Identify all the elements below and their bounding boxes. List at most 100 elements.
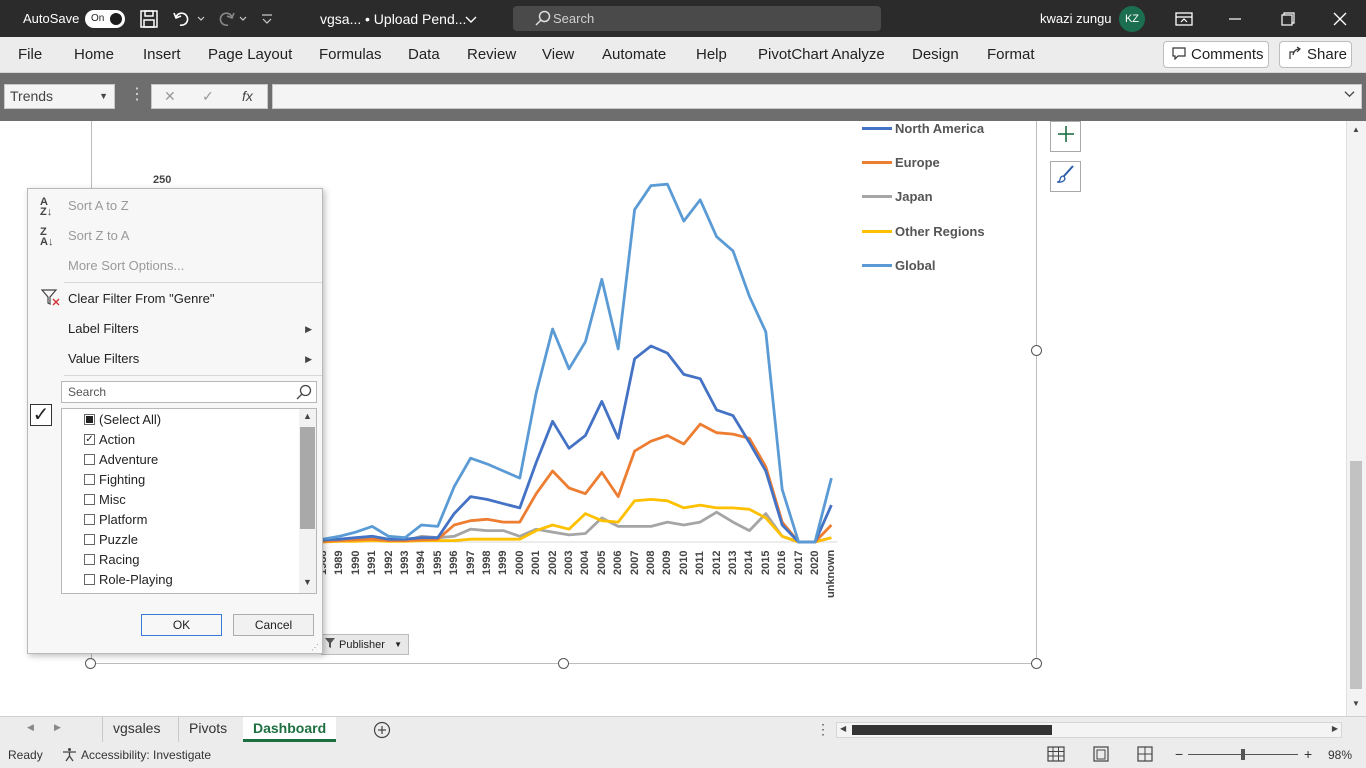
redo-icon[interactable] [216,0,250,37]
ribbon-display-icon[interactable] [1175,0,1193,37]
sort-z-to-a[interactable]: Sort Z to A [68,228,130,243]
chart-styles-button[interactable] [1050,161,1081,192]
more-options-icon[interactable]: ⋮ [816,721,830,737]
chevron-down-icon[interactable] [465,0,477,37]
more-sort-options[interactable]: More Sort Options... [68,258,185,273]
label-filters[interactable]: Label Filters [68,319,313,339]
chart-elements-button[interactable] [1050,121,1081,152]
list-item[interactable]: Fighting [84,469,145,489]
checkbox[interactable] [84,473,95,485]
sort-a-to-z[interactable]: Sort A to Z [68,198,129,213]
upload-status[interactable]: • Upload Pend... [365,10,467,27]
tab-review[interactable]: Review [467,46,517,63]
minimize-icon[interactable] [1228,0,1242,37]
slicer-checkbox-icon[interactable]: ✓ [30,404,52,426]
more-options-icon[interactable]: ⋮ [129,86,145,103]
check-icon[interactable]: ✓ [202,88,214,104]
checkbox[interactable] [84,453,95,465]
ok-button[interactable]: OK [141,614,222,636]
scroll-thumb[interactable] [852,725,1052,735]
list-scrollbar[interactable]: ▲ ▼ [299,409,316,593]
genre-list[interactable]: (Select All) ✓ Action Adventure Fighting… [61,408,317,594]
save-icon[interactable] [139,0,159,37]
publisher-field-button[interactable]: Publisher ▼ [321,634,409,655]
cancel-button[interactable]: Cancel [233,614,314,636]
comments-button[interactable]: Comments [1163,41,1269,68]
share-button[interactable]: Share [1279,41,1352,68]
zoom-out-icon[interactable]: − [1175,746,1184,762]
normal-view-icon[interactable] [1047,746,1065,765]
tab-formulas[interactable]: Formulas [319,46,382,63]
checkbox[interactable] [84,573,95,585]
sheet-tab-pivots[interactable]: Pivots [178,717,237,742]
restore-icon[interactable] [1281,0,1295,37]
search-box[interactable]: Search [513,6,881,31]
list-item[interactable]: (Select All) [84,409,161,429]
avatar[interactable]: KZ [1119,5,1145,32]
resize-handle-bottom-left[interactable] [85,658,96,669]
tab-automate[interactable]: Automate [602,46,667,63]
name-box[interactable]: Trends ▼ [4,84,115,109]
sheet-tab-vgsales[interactable]: vgsales [102,717,170,742]
chevron-up-icon[interactable]: ▲ [303,411,312,421]
accessibility-status[interactable]: Accessibility: Investigate [81,748,212,762]
list-item[interactable]: Adventure [84,449,158,469]
zoom-in-icon[interactable]: + [1304,746,1313,762]
resize-handle-bottom[interactable] [558,658,569,669]
document-name[interactable]: vgsa... [320,10,362,27]
scroll-right-icon[interactable]: ▶ [1331,724,1338,733]
tab-page-layout[interactable]: Page Layout [208,46,293,63]
tab-pivotchart-analyze[interactable]: PivotChart Analyze [758,46,885,63]
checkbox[interactable] [84,513,95,525]
checkbox[interactable] [84,533,95,545]
page-layout-icon[interactable] [1093,746,1109,765]
scroll-up-icon[interactable]: ▲ [1352,125,1360,134]
list-scroll-thumb[interactable] [300,427,315,529]
scroll-thumb[interactable] [1350,461,1362,689]
user-name[interactable]: kwazi zungu [1040,11,1112,26]
accessibility-icon[interactable] [62,747,77,765]
checkbox[interactable] [84,493,95,505]
horizontal-scrollbar[interactable]: ◀ ▶ [836,722,1342,738]
customize-toolbar-icon[interactable] [260,0,274,37]
resize-handle-bottom-right[interactable] [1031,658,1042,669]
insert-function-icon[interactable]: fx [242,88,253,104]
page-break-icon[interactable] [1137,746,1153,765]
close-icon[interactable] [1333,0,1347,37]
chevron-down-icon[interactable]: ▼ [303,577,312,587]
clear-filter[interactable]: Clear Filter From "Genre" [68,291,215,306]
chevron-down-icon[interactable]: ▼ [99,91,108,101]
tab-format[interactable]: Format [987,46,1035,63]
scroll-down-icon[interactable]: ▼ [1352,699,1360,708]
resize-handle-right[interactable] [1031,345,1042,356]
formula-input[interactable] [272,84,1362,109]
list-item[interactable]: Misc [84,489,126,509]
sheet-tab-dashboard[interactable]: Dashboard [243,717,337,742]
list-item[interactable]: Racing [84,549,139,569]
tab-data[interactable]: Data [408,46,440,63]
resize-grip-icon[interactable]: ⋰ [311,643,319,652]
tab-scroll-right-icon[interactable]: ▶ [54,722,61,732]
list-item[interactable]: Puzzle [84,529,138,549]
tab-view[interactable]: View [542,46,575,63]
series-line-other-regions[interactable] [322,497,832,544]
undo-icon[interactable] [172,0,206,37]
zoom-slider-knob[interactable] [1241,749,1245,760]
list-item[interactable]: Role-Playing [84,569,173,589]
checkbox-checked[interactable]: ✓ [84,433,95,445]
cancel-icon[interactable]: ✕ [164,88,176,104]
checkbox[interactable] [84,553,95,565]
add-sheet-icon[interactable] [373,721,391,744]
tab-insert[interactable]: Insert [143,46,181,63]
list-item[interactable]: ✓ Action [84,429,135,449]
scroll-left-icon[interactable]: ◀ [840,724,847,733]
series-line-north-america[interactable] [322,344,833,544]
filter-search-input[interactable]: Search [61,381,317,403]
tab-scroll-left-icon[interactable]: ◀ [27,722,34,732]
checkbox-partial[interactable] [84,413,95,425]
expand-formula-icon[interactable] [1344,88,1355,102]
value-filters[interactable]: Value Filters [68,349,313,369]
autosave-toggle[interactable]: On [85,9,125,28]
tab-help[interactable]: Help [696,46,727,63]
tab-design[interactable]: Design [912,46,959,63]
